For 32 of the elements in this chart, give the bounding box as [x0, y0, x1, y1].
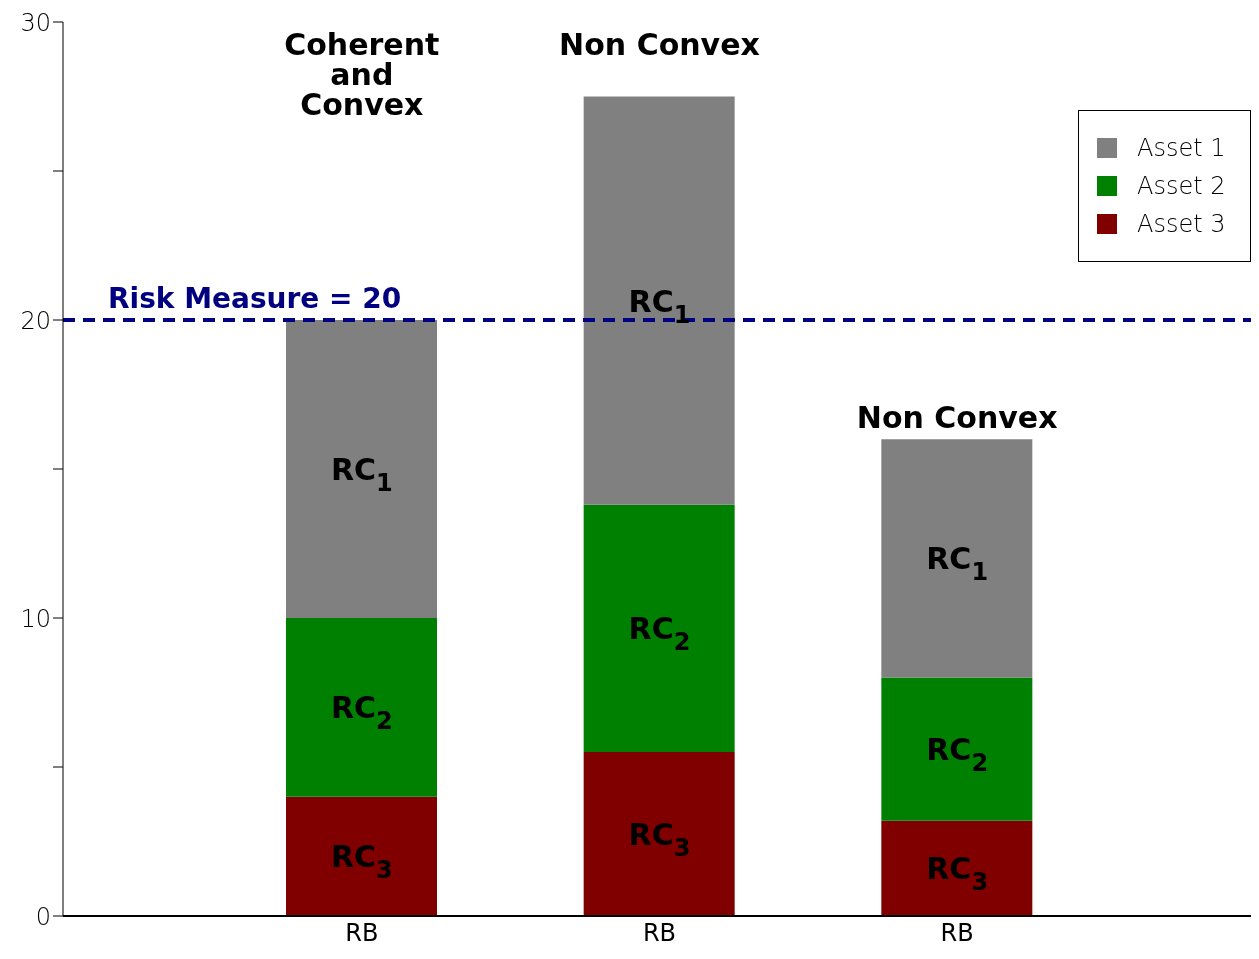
annotation: Coherent and Convex — [284, 26, 440, 122]
bar — [286, 320, 437, 618]
annotation: RC$_{2}$ — [926, 731, 989, 778]
bar — [881, 677, 1033, 821]
y-tick-label: 10 — [20, 604, 51, 633]
annotation: RC$_{2}$ — [628, 610, 691, 657]
legend-label: Asset 2 — [1137, 172, 1226, 200]
ref-line-label: Risk Measure = 20 — [108, 282, 402, 315]
y-tick-label: 30 — [20, 8, 51, 37]
y-tick-label: 0 — [35, 902, 51, 931]
bar — [286, 796, 437, 916]
bar — [286, 618, 437, 797]
bar — [583, 96, 735, 505]
annotation: RC$_{3}$ — [628, 816, 691, 863]
y-tick-label: 20 — [20, 306, 51, 335]
bar — [881, 439, 1033, 678]
x-tick-label: RB — [940, 919, 974, 948]
annotation: Non Convex — [559, 26, 760, 62]
legend-label: Asset 3 — [1137, 210, 1226, 238]
annotation: RC$_{1}$ — [926, 540, 989, 587]
bar — [583, 752, 735, 916]
bar — [881, 820, 1033, 916]
annotation: RC$_{2}$ — [330, 689, 393, 736]
annotation: RC$_{1}$ — [628, 283, 691, 329]
annotation: RC$_{3}$ — [330, 838, 393, 885]
annotation: RC$_{3}$ — [926, 850, 989, 897]
annotation: RC$_{1}$ — [330, 451, 393, 497]
x-tick-label: RB — [345, 919, 379, 948]
x-tick-label: RB — [642, 919, 677, 948]
annotation: Non Convex — [856, 399, 1058, 435]
legend-label: Asset 1 — [1137, 134, 1226, 162]
bar — [583, 504, 735, 753]
